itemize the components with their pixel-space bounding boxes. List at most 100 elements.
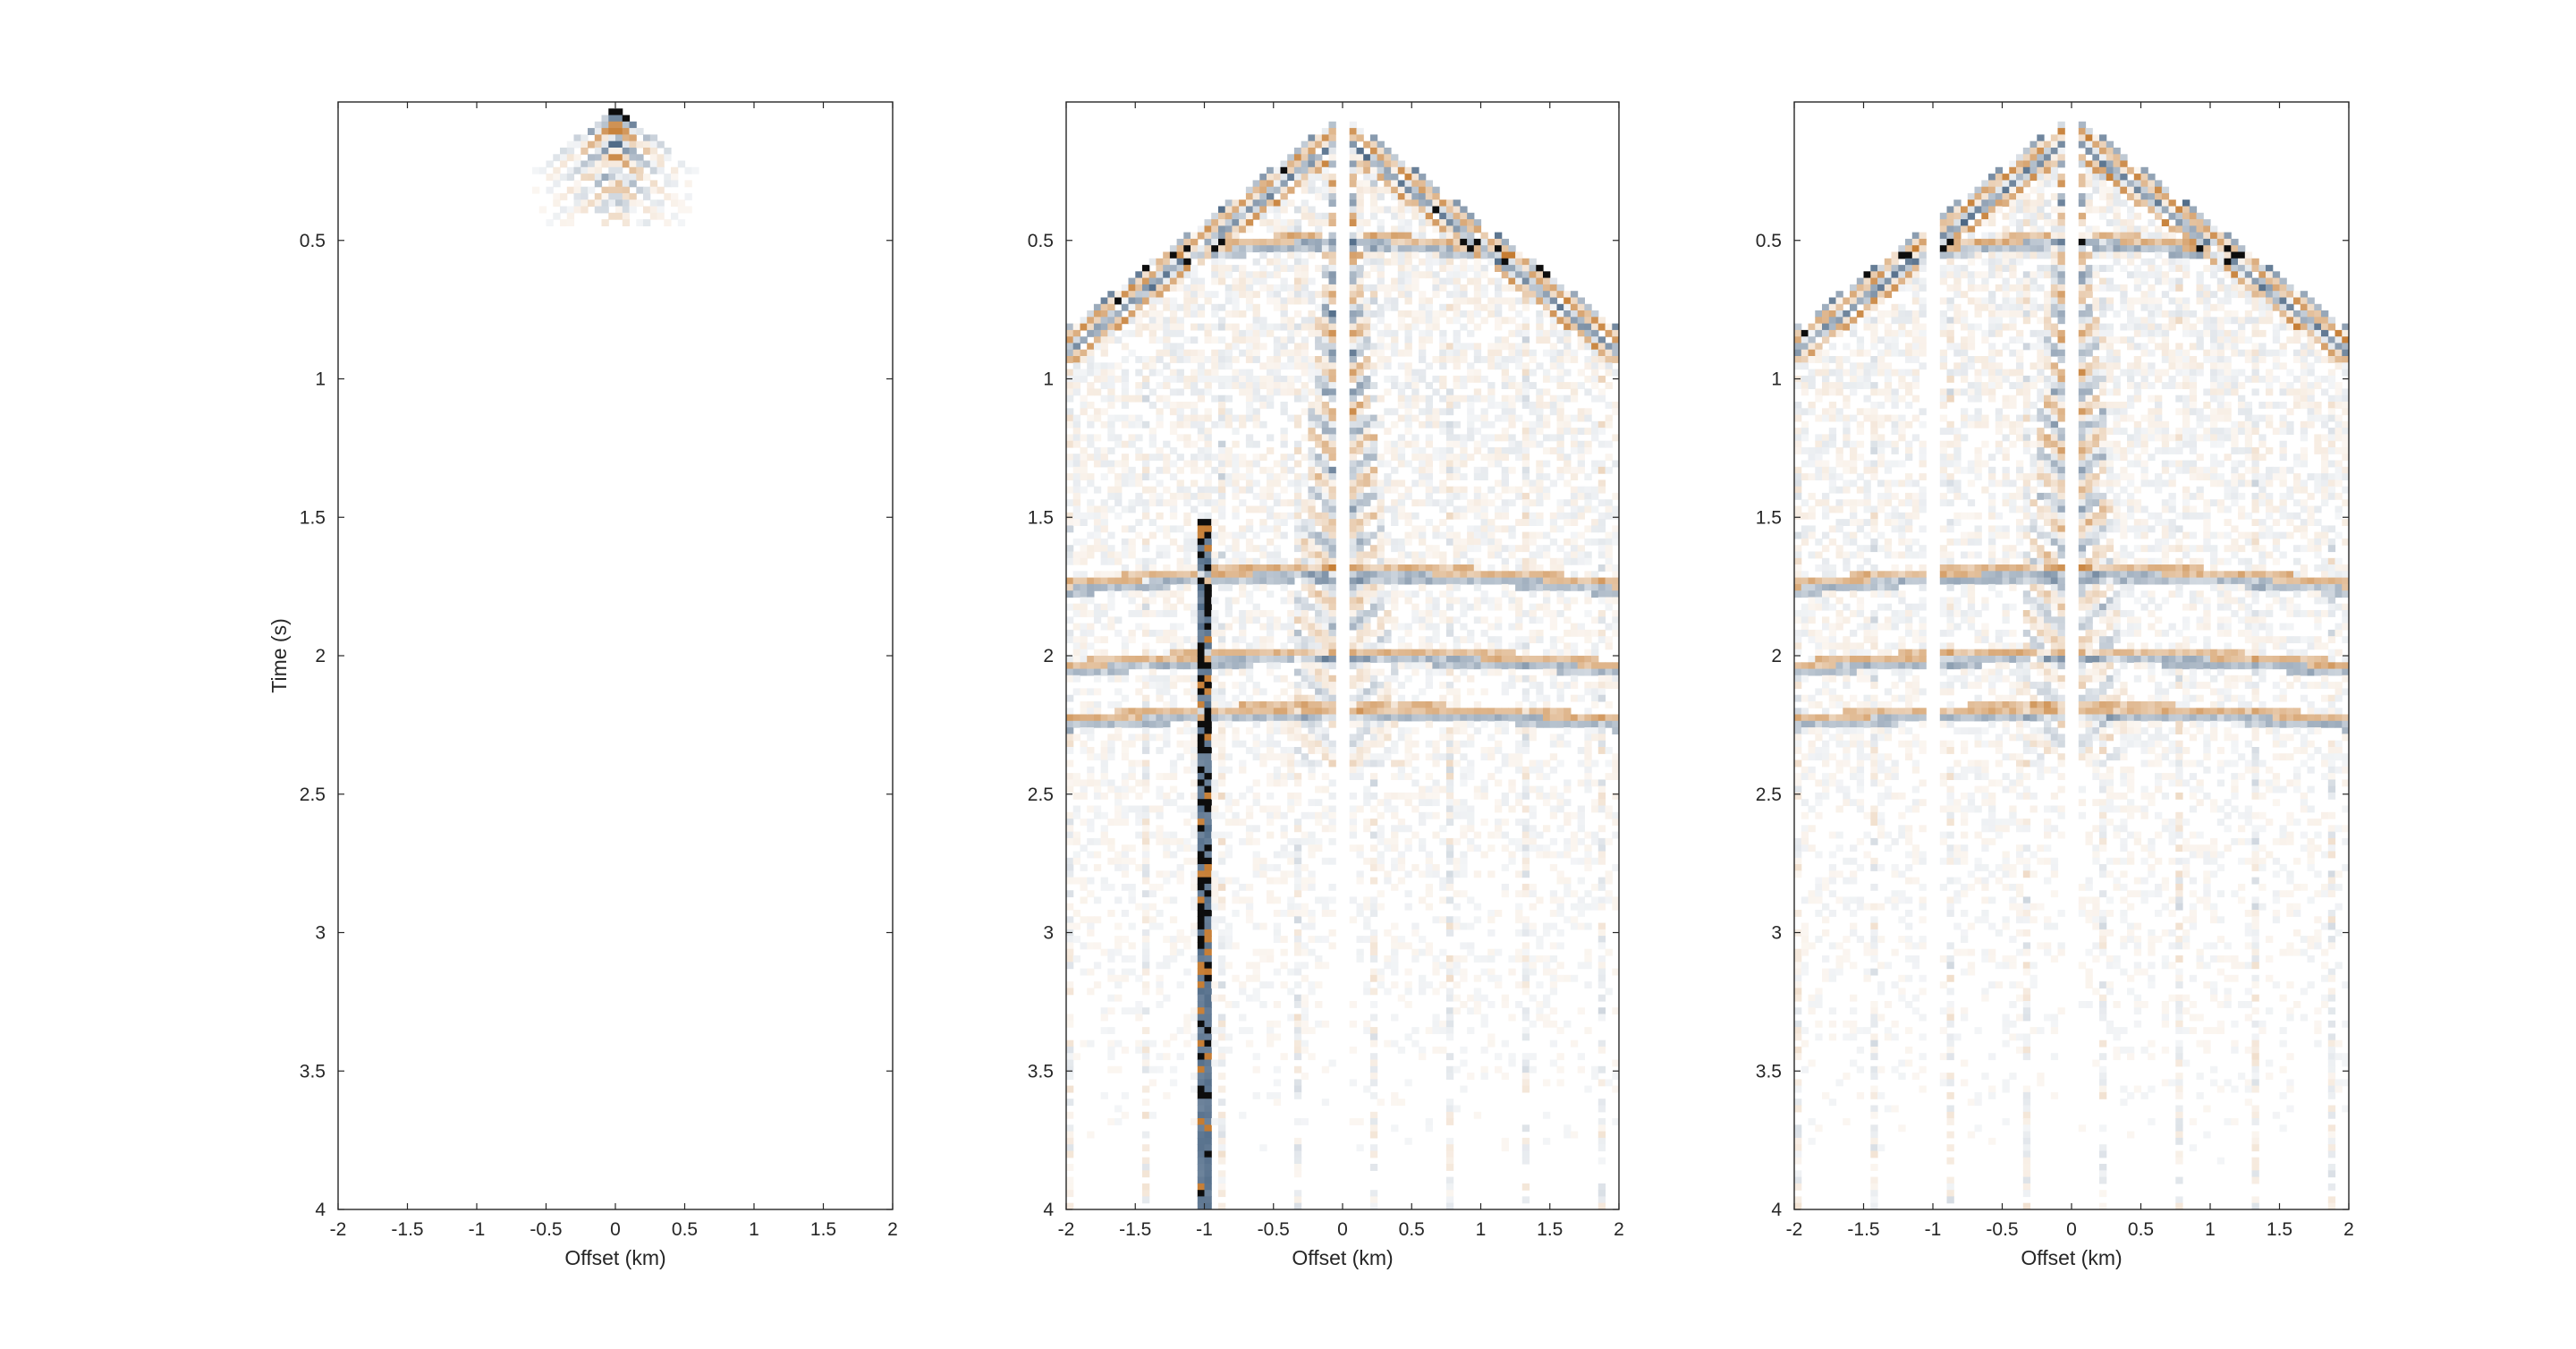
trace-sample [1169,629,1178,637]
trace-sample [1239,336,1247,344]
trace-sample [1480,466,1488,474]
trace-sample [1460,440,1468,448]
trace-sample [1066,1176,1074,1184]
trace-sample [1369,1039,1378,1048]
trace-sample [1369,1150,1378,1158]
trace-sample [1142,708,1150,716]
trace-sample [1107,375,1115,383]
trace-sample [1093,583,1102,591]
trace-sample [1066,1099,1074,1107]
trace-sample [1211,740,1219,748]
trace-sample [1391,656,1399,663]
trace-sample [1384,805,1392,813]
trace-sample [1218,936,1226,943]
trace-sample [1419,974,1427,982]
trace-sample [1197,779,1206,787]
trace-sample [1349,708,1357,716]
trace-sample [1293,1091,1302,1099]
trace-sample [1218,460,1226,468]
trace-sample [1245,369,1254,377]
trace-sample [1267,180,1275,188]
trace-sample [1391,714,1399,722]
trace-sample [1453,238,1461,246]
trace-sample [1197,597,1206,605]
trace-sample [643,160,651,168]
trace-sample [1204,819,1212,826]
trace-sample [1204,649,1212,657]
trace-sample [1487,447,1496,454]
trace-sample [1273,571,1282,579]
trace-sample [1204,936,1212,943]
trace-sample [1397,232,1406,240]
trace-sample [1445,819,1454,826]
trace-sample [1163,590,1171,598]
trace-sample [1287,174,1295,181]
trace-sample [1287,799,1295,807]
trace-sample [1419,225,1427,233]
trace-sample [1121,420,1130,428]
trace-sample [1066,323,1074,331]
trace-sample [1204,323,1212,331]
trace-sample [1204,525,1212,533]
trace-sample [1066,981,1074,988]
trace-sample [1218,649,1226,657]
trace-sample [1425,636,1433,644]
trace-sample [1419,303,1427,311]
trace-sample [1176,844,1184,853]
trace-sample [1487,623,1496,631]
trace-sample [1211,238,1219,246]
trace-sample [1204,890,1212,898]
trace-sample [1293,701,1302,708]
trace-sample [1232,343,1240,351]
trace-sample [1280,825,1288,833]
trace-sample [1397,238,1406,246]
trace-sample [1169,668,1178,676]
trace-sample [1404,343,1412,351]
trace-sample [1467,434,1475,442]
trace-sample [1384,734,1392,742]
trace-sample [1308,837,1316,845]
trace-sample [1148,297,1157,305]
trace-sample [1176,656,1184,663]
trace-sample [1439,219,1447,226]
trace-sample [1369,284,1378,292]
trace-sample [1473,974,1482,982]
trace-sample [1384,720,1392,728]
trace-sample [1460,811,1468,819]
trace-sample [1267,890,1275,898]
trace-sample [1397,251,1406,259]
trace-sample [1369,160,1378,168]
trace-sample [1093,531,1102,539]
trace-sample [1169,408,1178,416]
trace-sample [1087,479,1095,488]
trace-sample [1273,336,1282,344]
trace-sample [1252,649,1260,657]
trace-sample [1287,577,1295,585]
trace-sample [1087,629,1095,637]
trace-sample [1349,603,1357,611]
trace-sample [1425,883,1433,891]
trace-sample [1218,258,1226,266]
trace-sample [1259,759,1267,768]
trace-sample [1293,720,1302,728]
trace-sample [1349,714,1357,722]
trace-sample [1204,1190,1212,1198]
trace-sample [1252,779,1260,787]
trace-sample [1301,1007,1309,1015]
trace-sample [1293,792,1302,800]
trace-sample [1245,714,1254,722]
trace-sample [1121,779,1130,787]
trace-sample [1224,271,1233,279]
trace-sample [1163,583,1171,591]
trace-sample [1135,903,1143,911]
trace-sample [1293,414,1302,422]
trace-sample [1432,864,1440,871]
trace-sample [1480,251,1488,259]
trace-sample [1369,571,1378,579]
trace-sample [1169,343,1178,351]
trace-sample [1204,662,1212,670]
trace-sample [1183,819,1191,826]
trace-sample [1301,258,1309,266]
trace-sample [1384,557,1392,565]
trace-sample [1445,1118,1454,1125]
